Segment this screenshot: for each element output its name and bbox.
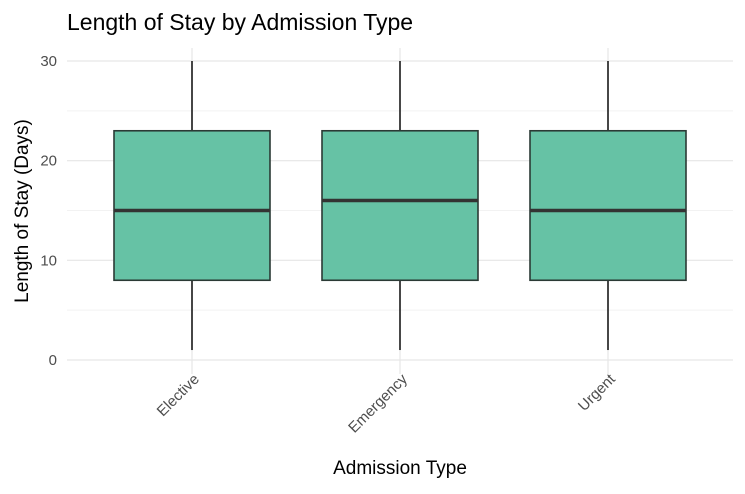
- y-axis-title: Length of Stay (Days): [12, 119, 33, 303]
- y-tick-label: 30: [40, 53, 57, 70]
- y-tick-label: 20: [40, 153, 57, 170]
- x-tick-label: Urgent: [575, 370, 619, 414]
- box-layer: [113, 61, 687, 351]
- box-urgent: [529, 61, 687, 351]
- iqr-box: [113, 129, 271, 282]
- x-tick-label: Elective: [154, 371, 203, 420]
- iqr-box: [529, 129, 687, 282]
- box-emergency: [321, 61, 479, 351]
- x-tick-label: Emergency: [345, 370, 411, 436]
- chart-title: Length of Stay by Admission Type: [67, 9, 413, 35]
- x-axis-title: Admission Type: [333, 458, 467, 479]
- y-tick-label: 0: [49, 352, 57, 369]
- y-tick-label: 10: [40, 252, 57, 269]
- box-elective: [113, 61, 271, 351]
- iqr-box: [321, 129, 479, 282]
